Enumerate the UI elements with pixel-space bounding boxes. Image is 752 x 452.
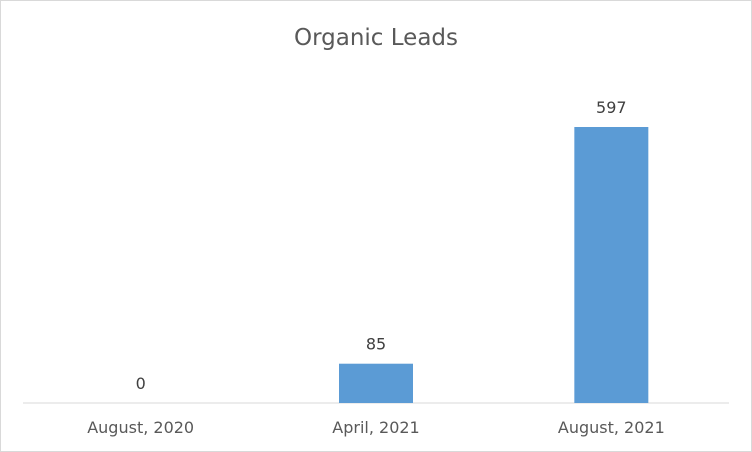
bars-group — [339, 127, 649, 403]
data-labels-group: 0 85 597 — [136, 98, 627, 393]
x-tick-labels-group: August, 2020 April, 2021 August, 2021 — [87, 418, 665, 437]
chart-title: Organic Leads — [294, 25, 458, 51]
x-tick-label-0: August, 2020 — [87, 418, 194, 437]
bar-1 — [339, 363, 413, 403]
x-tick-label-1: April, 2021 — [332, 418, 419, 437]
data-label-2: 597 — [596, 98, 627, 117]
data-label-0: 0 — [136, 374, 146, 393]
data-label-1: 85 — [366, 335, 386, 354]
bar-2 — [574, 127, 649, 403]
x-tick-label-2: August, 2021 — [558, 418, 665, 437]
